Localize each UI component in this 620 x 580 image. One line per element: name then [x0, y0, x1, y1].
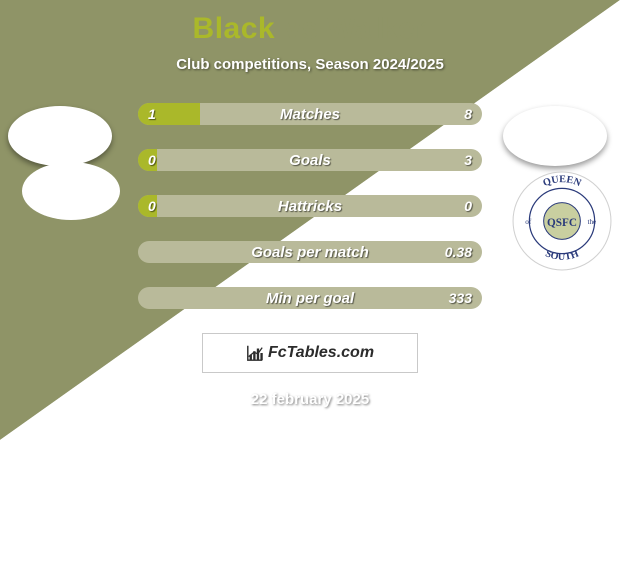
stat-bar-row: Hattricks0 0 [138, 195, 482, 217]
stat-bars: Matches18Goals03Hattricks00Goals per mat… [138, 103, 482, 309]
brand-text: FcTables.com [268, 344, 374, 362]
date-text: 22 february 2025 [0, 391, 620, 408]
stat-bar-left-value: 0 [148, 149, 156, 171]
stat-bar-label: Goals per match [138, 241, 482, 263]
svg-text:the: the [588, 218, 597, 226]
stat-bar-row: Matches1 8 [138, 103, 482, 125]
player1-avatar [8, 106, 112, 166]
stat-bar-left-value: 1 [148, 103, 156, 125]
page-title: Black vs Walker [0, 12, 620, 46]
stat-bar-row: Goals per match0.38 [138, 241, 482, 263]
stat-bar-right-value: 333 [449, 287, 472, 309]
player2-avatar [503, 106, 607, 166]
title-player1: Black [193, 12, 276, 45]
stat-bar-right-value: 3 [464, 149, 472, 171]
svg-text:of: of [525, 218, 532, 226]
stat-bar-label: Matches [138, 103, 482, 125]
stat-bar-left-value: 0 [148, 195, 156, 217]
brand-box[interactable]: FcTables.com [202, 333, 418, 373]
stat-bar-label: Hattricks [138, 195, 482, 217]
brand-chart-icon [246, 344, 264, 362]
stat-bar-label: Min per goal [138, 287, 482, 309]
svg-text:QSFC: QSFC [547, 217, 577, 229]
player1-club-badge [22, 162, 120, 220]
title-vs: vs [284, 12, 318, 45]
title-player2: Walker [327, 12, 427, 45]
stat-bar-right-value: 8 [464, 103, 472, 125]
stat-bar-right-value: 0.38 [445, 241, 472, 263]
stat-bar-row: Min per goal333 [138, 287, 482, 309]
stat-bar-label: Goals [138, 149, 482, 171]
stat-bar-row: Goals0 3 [138, 149, 482, 171]
player2-club-badge: QSFCQUEENSOUTHofthe [511, 170, 613, 272]
subtitle: Club competitions, Season 2024/2025 [0, 56, 620, 73]
stat-bar-right-value: 0 [464, 195, 472, 217]
